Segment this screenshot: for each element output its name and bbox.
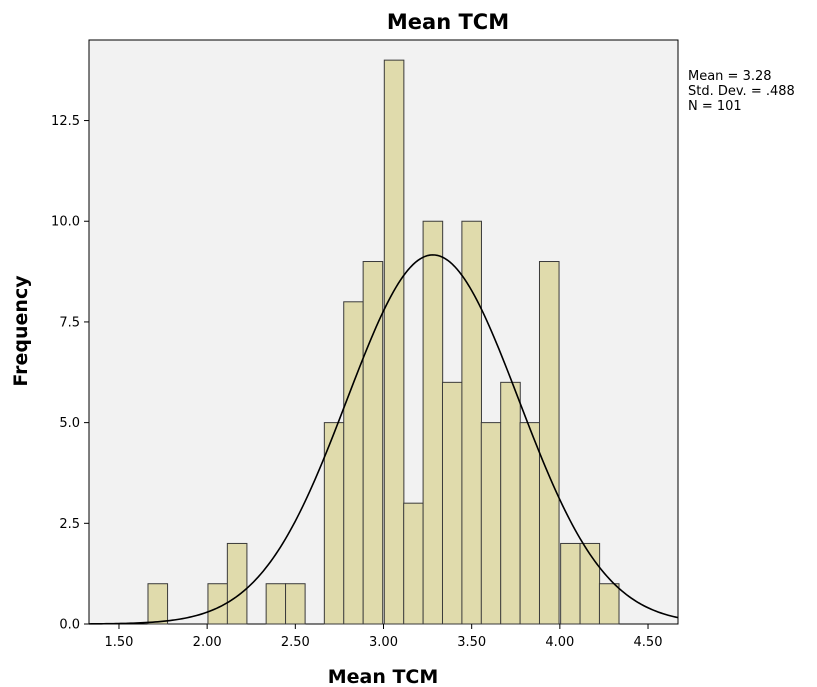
stat-std-dev: Std. Dev. = .488 [688, 84, 795, 99]
stat-n: N = 101 [688, 99, 742, 114]
x-tick-label: 2.50 [281, 635, 310, 650]
x-axis-label: Mean TCM [328, 666, 439, 687]
histogram-bar [560, 542, 581, 625]
histogram-bar [226, 542, 248, 625]
histogram-bar [579, 542, 601, 625]
histogram-bar [461, 220, 482, 625]
histogram-bar [343, 301, 364, 625]
histogram-bar [362, 261, 384, 625]
histogram-bar [422, 220, 444, 625]
y-tick-label: 0.0 [59, 618, 80, 633]
y-tick-label: 10.0 [51, 215, 80, 230]
x-tick-label: 3.00 [369, 635, 398, 650]
x-tick-label: 4.50 [634, 635, 663, 650]
chart-title: Mean TCM [387, 10, 509, 34]
y-axis-ticks: 0.0 2.5 5.0 7.5 10.0 12.5 [51, 114, 89, 633]
plot-area [88, 39, 679, 625]
normal-curve [88, 254, 679, 625]
histogram-bar [323, 422, 345, 625]
histogram-bar [383, 59, 405, 625]
y-axis-label: Frequency [10, 275, 32, 387]
x-tick-label: 3.50 [457, 635, 486, 650]
y-tick-label: 7.5 [59, 315, 80, 330]
histogram-bar [147, 583, 169, 625]
x-axis-ticks: 1.50 2.00 2.50 3.00 3.50 4.00 4.50 [105, 624, 663, 650]
y-tick-label: 2.5 [59, 517, 80, 532]
x-tick-label: 4.00 [545, 635, 574, 650]
y-tick-label: 12.5 [51, 114, 80, 129]
y-tick-label: 5.0 [59, 416, 80, 431]
histogram-bar [519, 422, 541, 625]
histogram-bar [538, 261, 560, 625]
histogram-bar [285, 583, 306, 625]
x-tick-label: 1.50 [105, 635, 134, 650]
histogram-bar [500, 381, 521, 625]
histogram-bar [403, 502, 424, 625]
x-tick-label: 2.00 [193, 635, 222, 650]
histogram-bar [441, 381, 463, 625]
histogram-bar [480, 422, 502, 625]
stats-box: Mean = 3.28 Std. Dev. = .488 N = 101 [688, 69, 795, 114]
histogram-bar [265, 583, 287, 625]
stat-mean: Mean = 3.28 [688, 69, 772, 84]
histogram-bar [598, 583, 620, 625]
